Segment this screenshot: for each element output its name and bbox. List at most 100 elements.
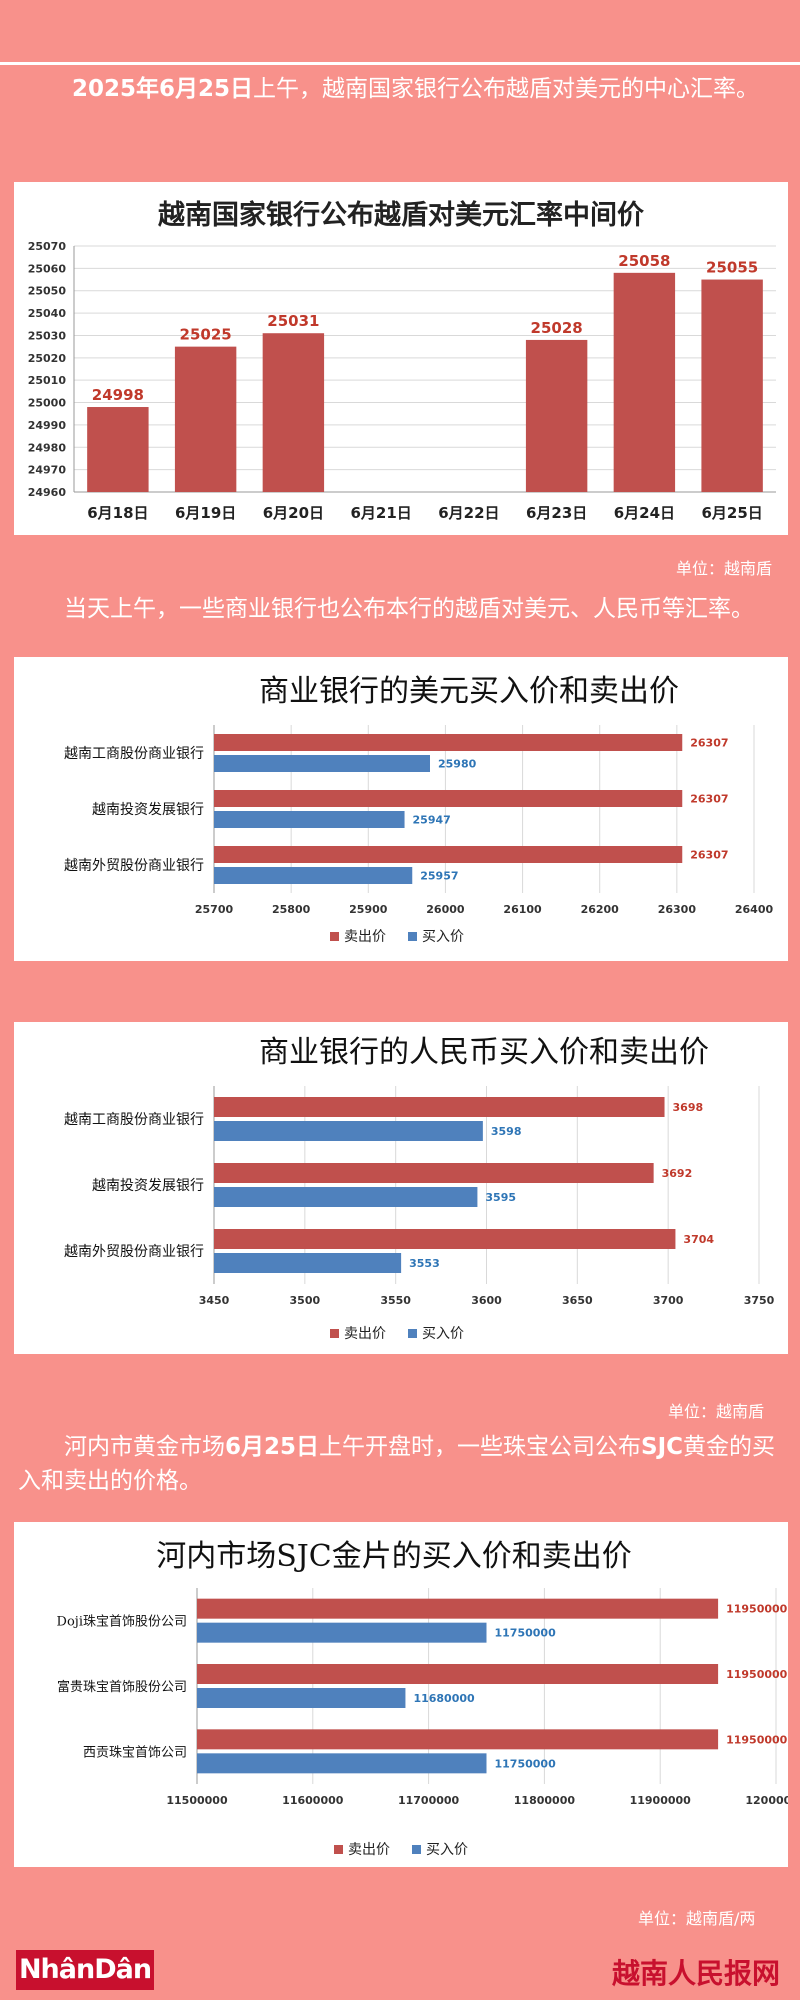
unit-label-3: 单位：越南盾/两 bbox=[638, 1909, 756, 1928]
usd-rates-chart: 商业银行的美元买入价和卖出价 25700 25800 25900 26000 26100 2… bbox=[64, 674, 774, 945]
sell-bar bbox=[214, 734, 683, 751]
intro-paragraph-1: 2025年6月25日上午，越南国家银行公布越盾对美元的中心汇率。 bbox=[72, 76, 760, 102]
sell-bar bbox=[214, 846, 683, 863]
sell-bar bbox=[214, 1229, 676, 1249]
unit-label-2: 单位：越南盾 bbox=[668, 1402, 765, 1421]
buy-value-label: 3553 bbox=[409, 1257, 440, 1270]
y-tick-label: 25070 bbox=[28, 240, 67, 253]
x-tick-label: 11900000 bbox=[630, 1794, 692, 1807]
buy-value-label: 25947 bbox=[413, 814, 451, 827]
legend-sell-swatch bbox=[330, 1329, 339, 1338]
bar-value-label: 25031 bbox=[267, 312, 319, 330]
y-tick-label: 24960 bbox=[28, 486, 67, 499]
buy-value-label: 3595 bbox=[485, 1191, 516, 1204]
category-label: 越南工商股份商业银行 bbox=[64, 746, 204, 762]
legend-sell-label: 卖出价 bbox=[344, 1326, 386, 1342]
legend-sell-swatch bbox=[334, 1845, 343, 1854]
y-tick-label: 25010 bbox=[28, 374, 67, 387]
bar bbox=[87, 407, 149, 492]
bar-value-label: 25055 bbox=[706, 259, 758, 277]
unit-label-1: 单位：越南盾 bbox=[676, 559, 773, 578]
buy-value-label: 3598 bbox=[491, 1125, 522, 1138]
sell-value-label: 26307 bbox=[690, 793, 728, 806]
x-tick-label: 6月20日 bbox=[263, 504, 324, 522]
x-tick-label: 3450 bbox=[199, 1294, 230, 1307]
category-label: 越南投资发展银行 bbox=[92, 802, 204, 818]
bar-value-label: 25025 bbox=[180, 326, 232, 344]
bar-value-label: 24998 bbox=[92, 386, 144, 404]
x-tick-label: 26200 bbox=[581, 903, 620, 916]
y-tick-label: 25020 bbox=[28, 352, 67, 365]
sell-bar bbox=[214, 1097, 665, 1117]
x-tick-label: 6月24日 bbox=[614, 504, 675, 522]
y-tick-label: 25050 bbox=[28, 285, 67, 298]
buy-bar bbox=[197, 1622, 487, 1643]
chart-panel-1: 越南国家银行公布越盾对美元汇率中间价 24960 24970 24980 24990 25… bbox=[14, 182, 788, 535]
sell-bar bbox=[214, 790, 683, 807]
category-label: 越南投资发展银行 bbox=[92, 1178, 204, 1194]
y-tick-label: 25040 bbox=[28, 307, 67, 320]
sell-bar bbox=[214, 1163, 654, 1183]
legend-buy-label: 买入价 bbox=[426, 1842, 468, 1858]
bar bbox=[613, 272, 676, 492]
buy-bar bbox=[214, 1187, 478, 1207]
category-label: 越南工商股份商业银行 bbox=[64, 1112, 204, 1128]
x-tick-label: 3550 bbox=[380, 1294, 411, 1307]
chart-panel-2: 商业银行的美元买入价和卖出价 25700 25800 25900 26000 26100 2… bbox=[14, 657, 788, 961]
buy-value-label: 11750000 bbox=[495, 1627, 557, 1640]
x-tick-label: 12000000 bbox=[745, 1794, 788, 1807]
intro-paragraph-3: 河内市黄金市场6月25日上午开盘时，一些珠宝公司公布SJC黄金的买入和卖出的价格… bbox=[18, 1434, 776, 1494]
x-tick-label: 26400 bbox=[735, 903, 774, 916]
sell-value-label: 11950000 bbox=[726, 1603, 788, 1616]
bar-value-label: 25058 bbox=[618, 252, 670, 270]
x-tick-label: 3700 bbox=[653, 1294, 684, 1307]
bar bbox=[174, 346, 237, 492]
y-tick-label: 24980 bbox=[28, 441, 67, 454]
buy-value-label: 25957 bbox=[420, 870, 458, 883]
site-brand: 越南人民报网 bbox=[611, 1957, 780, 1990]
legend-buy-label: 买入价 bbox=[422, 1326, 464, 1342]
legend-sell-swatch bbox=[330, 932, 339, 941]
x-tick-label: 11700000 bbox=[398, 1794, 460, 1807]
sell-value-label: 3704 bbox=[683, 1233, 714, 1246]
category-label: 西贡珠宝首饰公司 bbox=[83, 1745, 187, 1760]
x-tick-label: 25700 bbox=[195, 903, 234, 916]
buy-bar bbox=[214, 1121, 483, 1141]
sell-value-label: 26307 bbox=[690, 737, 728, 750]
x-tick-label: 3750 bbox=[744, 1294, 775, 1307]
legend-buy-swatch bbox=[412, 1845, 421, 1854]
sell-value-label: 3698 bbox=[673, 1101, 704, 1114]
chart-panel-4: 河内市场SJC金片的买入价和卖出价 11500000 11600000 1170000… bbox=[14, 1522, 788, 1867]
buy-bar bbox=[214, 1253, 402, 1273]
category-label: Doji珠宝首饰股份公司 bbox=[57, 1615, 187, 1630]
x-tick-label: 6月19日 bbox=[175, 504, 236, 522]
buy-bar bbox=[214, 867, 413, 884]
x-tick-label: 3650 bbox=[562, 1294, 593, 1307]
chart-title: 商业银行的美元买入价和卖出价 bbox=[259, 674, 679, 709]
x-tick-label: 6月25日 bbox=[701, 504, 762, 522]
x-tick-label: 11500000 bbox=[166, 1794, 228, 1807]
legend-sell-label: 卖出价 bbox=[348, 1842, 390, 1858]
bar bbox=[701, 279, 763, 492]
bar bbox=[525, 339, 588, 492]
x-tick-label: 11800000 bbox=[514, 1794, 576, 1807]
x-tick-label: 26000 bbox=[426, 903, 465, 916]
legend-sell-label: 卖出价 bbox=[344, 929, 386, 945]
buy-bar bbox=[197, 1753, 487, 1774]
x-tick-label: 26100 bbox=[503, 903, 542, 916]
x-tick-label: 3600 bbox=[471, 1294, 502, 1307]
buy-value-label: 11750000 bbox=[495, 1757, 557, 1770]
sell-bar bbox=[197, 1729, 719, 1750]
chart-title: 商业银行的人民币买入价和卖出价 bbox=[259, 1035, 709, 1070]
x-tick-label: 25900 bbox=[349, 903, 388, 916]
sell-bar bbox=[197, 1598, 719, 1619]
sell-value-label: 11950000 bbox=[726, 1733, 788, 1746]
category-label: 越南外贸股份商业银行 bbox=[64, 1244, 204, 1260]
x-tick-label: 6月18日 bbox=[87, 504, 148, 522]
buy-bar bbox=[197, 1688, 406, 1708]
y-tick-label: 25030 bbox=[28, 329, 67, 342]
chart-title: 河内市场SJC金片的买入价和卖出价 bbox=[156, 1539, 632, 1574]
sjc-gold-chart: 河内市场SJC金片的买入价和卖出价 11500000 11600000 1170000… bbox=[57, 1539, 788, 1858]
legend-buy-label: 买入价 bbox=[422, 929, 464, 945]
y-tick-label: 25060 bbox=[28, 262, 67, 275]
